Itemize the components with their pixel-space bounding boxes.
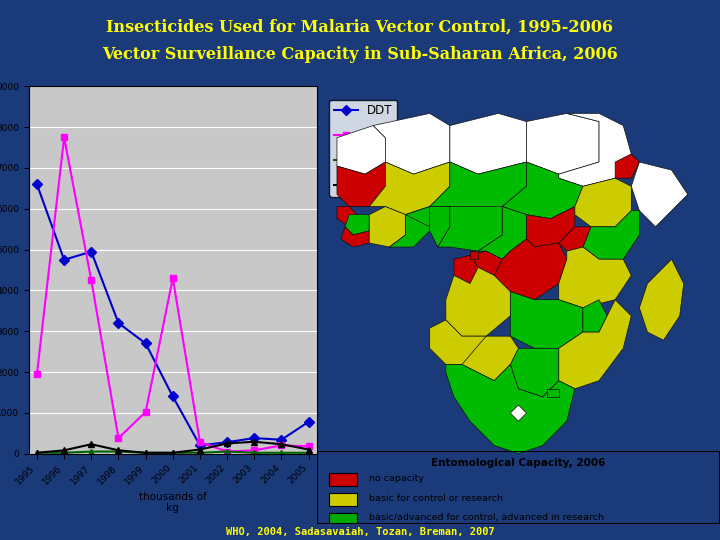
- Polygon shape: [446, 267, 510, 336]
- Text: Vector Surveillance Capacity in Sub-Saharan Africa, 2006: Vector Surveillance Capacity in Sub-Saha…: [102, 46, 618, 63]
- Text: basic for control or research: basic for control or research: [369, 494, 503, 503]
- Polygon shape: [430, 162, 526, 214]
- Polygon shape: [450, 113, 526, 174]
- Polygon shape: [470, 251, 478, 259]
- Bar: [329, 474, 357, 486]
- Polygon shape: [494, 239, 567, 300]
- Polygon shape: [567, 251, 575, 263]
- Polygon shape: [559, 227, 591, 251]
- Polygon shape: [478, 206, 526, 259]
- Polygon shape: [583, 300, 607, 332]
- Polygon shape: [526, 206, 575, 247]
- X-axis label: thousands of
kg: thousands of kg: [139, 491, 207, 513]
- Polygon shape: [446, 364, 575, 454]
- Polygon shape: [373, 113, 450, 174]
- Polygon shape: [510, 348, 559, 397]
- Text: basic/advanced for control, advanced in research: basic/advanced for control, advanced in …: [369, 514, 604, 523]
- Polygon shape: [631, 162, 688, 227]
- Text: Entomological Capacity, 2006: Entomological Capacity, 2006: [431, 458, 606, 468]
- Polygon shape: [430, 320, 486, 365]
- Polygon shape: [546, 389, 559, 397]
- Polygon shape: [583, 211, 639, 259]
- Polygon shape: [559, 300, 631, 389]
- Bar: [329, 493, 357, 505]
- Polygon shape: [526, 113, 599, 174]
- Polygon shape: [559, 113, 631, 186]
- Polygon shape: [559, 247, 631, 308]
- Polygon shape: [615, 154, 639, 178]
- Text: no capacity: no capacity: [369, 474, 424, 483]
- Polygon shape: [462, 336, 518, 381]
- Text: Insecticides Used for Malaria Vector Control, 1995-2006: Insecticides Used for Malaria Vector Con…: [107, 19, 613, 36]
- Polygon shape: [470, 251, 503, 275]
- Polygon shape: [430, 206, 450, 247]
- Polygon shape: [345, 214, 369, 235]
- Polygon shape: [503, 162, 583, 219]
- Polygon shape: [337, 206, 357, 227]
- Polygon shape: [369, 206, 405, 247]
- Polygon shape: [341, 227, 369, 247]
- Polygon shape: [390, 206, 430, 247]
- Polygon shape: [337, 162, 385, 206]
- Polygon shape: [510, 405, 526, 421]
- Text: WHO, 2004, Sadasavaiah, Tozan, Breman, 2007: WHO, 2004, Sadasavaiah, Tozan, Breman, 2…: [225, 527, 495, 537]
- Bar: [329, 513, 357, 525]
- Polygon shape: [575, 178, 631, 227]
- Polygon shape: [405, 206, 450, 227]
- Legend: DDT, OP, C, PY: DDT, OP, C, PY: [329, 100, 397, 197]
- Polygon shape: [438, 206, 503, 251]
- Polygon shape: [639, 259, 684, 340]
- Polygon shape: [337, 126, 385, 174]
- Polygon shape: [510, 292, 583, 348]
- Polygon shape: [454, 255, 478, 284]
- Polygon shape: [369, 162, 450, 214]
